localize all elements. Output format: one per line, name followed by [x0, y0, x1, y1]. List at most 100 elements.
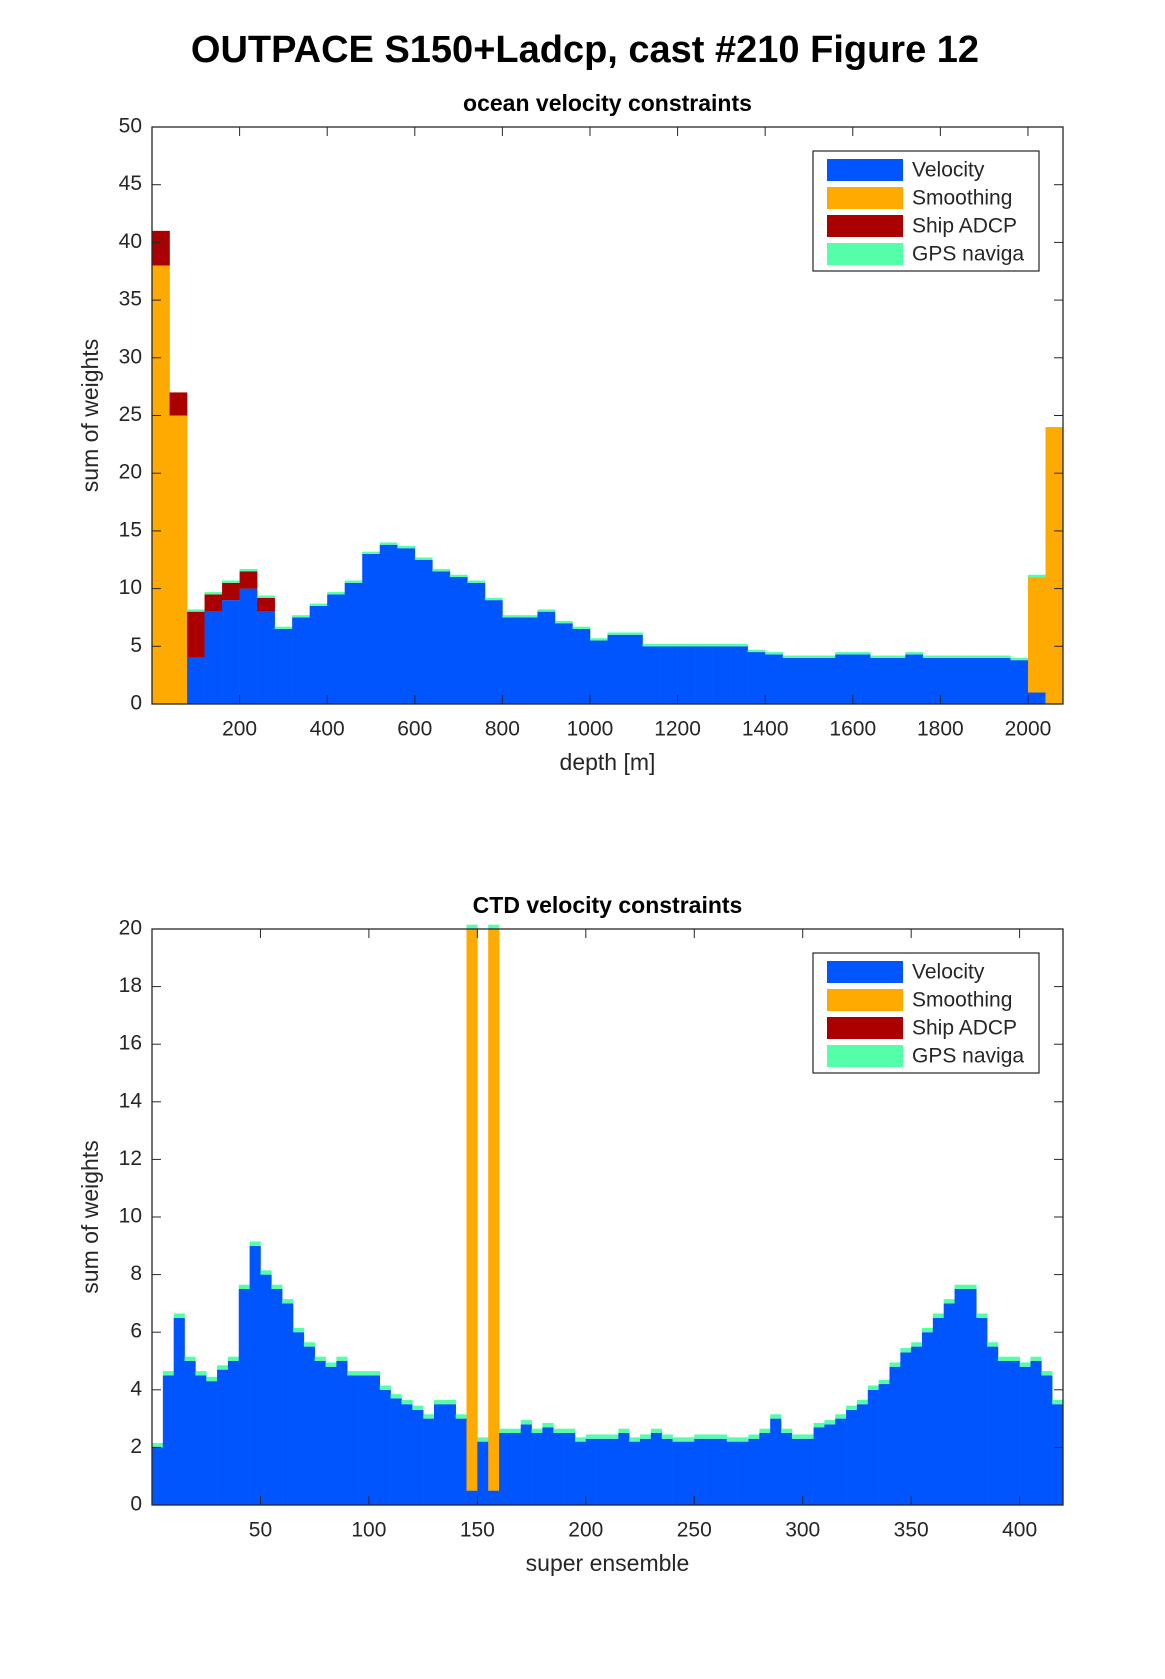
- bar-segment: [379, 542, 398, 545]
- bar-segment: [152, 230, 170, 266]
- bar-segment: [672, 1441, 684, 1505]
- bar-segment: [423, 1418, 435, 1505]
- legend-swatch: [827, 187, 903, 209]
- bar-segment: [502, 617, 521, 704]
- bar-segment: [520, 1420, 532, 1425]
- legend-label: Velocity: [912, 961, 985, 984]
- bar-segment: [726, 1437, 738, 1442]
- bar-segment: [553, 1433, 565, 1505]
- bar-segment: [239, 571, 258, 589]
- bar-segment: [596, 1434, 608, 1439]
- bar-segment: [531, 1433, 543, 1505]
- bar-segment: [195, 1371, 207, 1376]
- bar-segment: [347, 1371, 359, 1376]
- bar-segment: [835, 652, 854, 655]
- bar-segment: [677, 643, 696, 647]
- bar-segment: [585, 1438, 597, 1505]
- y-tick-label: 0: [130, 1493, 142, 1516]
- bar-segment: [846, 1409, 858, 1505]
- bar-segment: [542, 1427, 554, 1505]
- bar-segment: [856, 1404, 869, 1505]
- bar-segment: [206, 1381, 218, 1505]
- bar-segment: [1052, 1399, 1064, 1405]
- bar-segment: [537, 611, 556, 704]
- bar-segment: [477, 1437, 489, 1442]
- bar-segment: [975, 655, 994, 658]
- bar-segment: [1008, 1356, 1020, 1361]
- bar-segment: [390, 1398, 402, 1505]
- bar-segment: [187, 611, 205, 658]
- bar-segment: [432, 568, 451, 572]
- bar-segment: [336, 1356, 348, 1361]
- bar-segment: [537, 609, 556, 612]
- bar-segment: [629, 1441, 641, 1505]
- bar-segment: [817, 655, 836, 658]
- bar-segment: [965, 1289, 977, 1505]
- bar-segment: [204, 592, 223, 595]
- bar-segment: [640, 1434, 652, 1439]
- bar-segment: [204, 611, 223, 704]
- bar-segment: [1010, 660, 1029, 704]
- y-axis-label: sum of weights: [77, 339, 103, 492]
- bar-segment: [169, 415, 188, 704]
- bar-segment: [987, 1342, 999, 1347]
- bar-segment: [870, 655, 889, 658]
- bar-segment: [629, 1437, 641, 1442]
- y-tick-label: 20: [119, 917, 142, 940]
- figure-title: OUTPACE S150+Ladcp, cast #210 Figure 12: [191, 29, 979, 71]
- bar-segment: [730, 643, 748, 647]
- y-tick-label: 10: [119, 1205, 142, 1228]
- bar-segment: [397, 545, 416, 549]
- axes-title: ocean velocity constraints: [463, 90, 752, 116]
- bar-segment: [1019, 1362, 1031, 1367]
- bar-segment: [249, 1241, 261, 1246]
- bar-segment: [327, 592, 346, 595]
- bar-segment: [1045, 427, 1064, 704]
- legend-label: GPS naviga: [912, 1045, 1024, 1068]
- bar-segment: [824, 1420, 836, 1425]
- bar-segment: [414, 559, 433, 704]
- bar-segment: [390, 1394, 402, 1399]
- bar-segment: [824, 1424, 836, 1505]
- bar-segment: [943, 1303, 955, 1505]
- bar-segment: [433, 1399, 446, 1405]
- bar-segment: [466, 929, 478, 1491]
- bar-segment: [867, 1389, 879, 1505]
- x-tick-label: 250: [677, 1519, 712, 1542]
- bar-segment: [607, 1438, 619, 1505]
- bar-segment: [572, 628, 591, 704]
- bar-segment: [187, 657, 205, 704]
- bar-segment: [309, 605, 328, 704]
- y-tick-label: 14: [119, 1089, 143, 1112]
- bar-segment: [554, 623, 573, 704]
- bar-segment: [800, 655, 819, 658]
- y-axis-label: sum of weights: [77, 1140, 103, 1293]
- bar-segment: [954, 1289, 966, 1505]
- bar-segment: [940, 657, 959, 704]
- bar-segment: [683, 1441, 695, 1505]
- bar-segment: [257, 611, 275, 704]
- bar-segment: [965, 1284, 977, 1289]
- y-tick-label: 40: [119, 230, 142, 253]
- legend-swatch: [827, 961, 903, 983]
- bar-segment: [737, 1437, 749, 1442]
- bar-segment: [992, 657, 1011, 704]
- bar-segment: [765, 652, 783, 655]
- bar-segment: [887, 657, 906, 704]
- bar-segment: [187, 609, 205, 612]
- legend-swatch: [827, 1017, 903, 1039]
- bar-segment: [791, 1434, 804, 1439]
- bar-segment: [661, 1434, 673, 1439]
- bar-segment: [449, 577, 468, 704]
- bar-segment: [607, 1434, 619, 1439]
- y-tick-label: 45: [119, 172, 142, 195]
- bar-segment: [509, 1428, 522, 1433]
- bar-segment: [217, 1369, 229, 1505]
- bar-segment: [502, 615, 521, 618]
- bar-segment: [152, 1447, 164, 1505]
- bar-segment: [747, 652, 766, 704]
- y-tick-label: 25: [119, 403, 142, 426]
- bar-segment: [932, 1313, 945, 1318]
- bar-segment: [997, 1361, 1010, 1505]
